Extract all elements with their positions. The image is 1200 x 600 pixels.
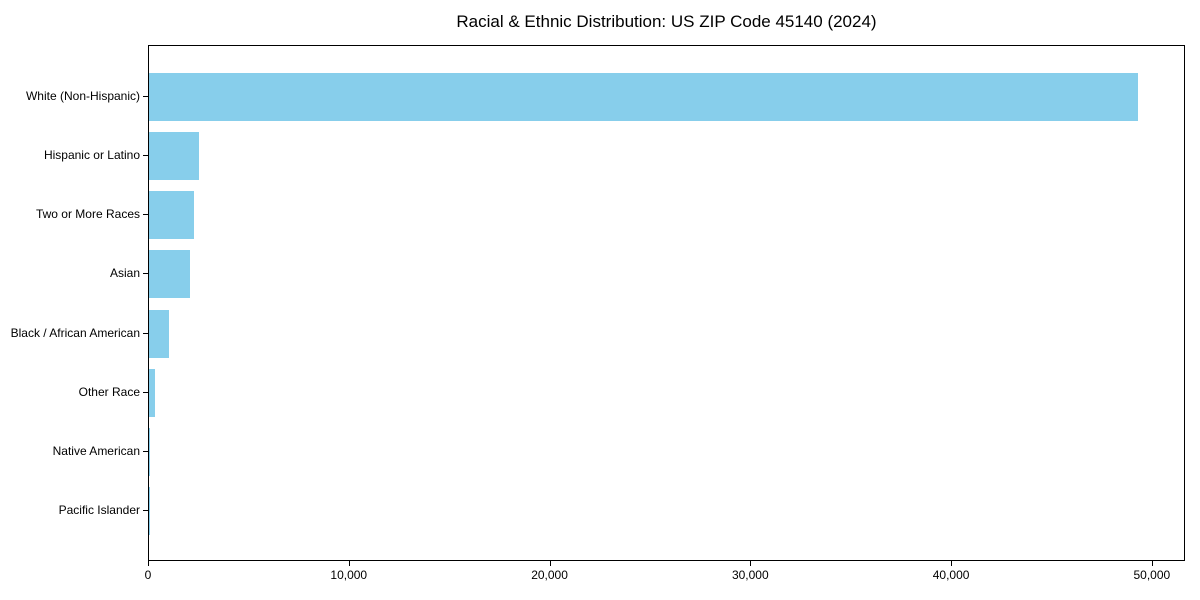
x-tick-mark	[750, 561, 752, 566]
bar	[149, 309, 169, 358]
y-tick-mark	[143, 154, 148, 156]
y-tick-mark	[143, 510, 148, 512]
x-tick-label: 20,000	[531, 568, 568, 582]
x-tick-label: 0	[144, 568, 152, 582]
x-tick-mark	[1151, 561, 1153, 566]
bar	[149, 191, 194, 240]
bar	[149, 250, 191, 299]
x-tick-mark	[549, 561, 551, 566]
y-tick-label: Pacific Islander	[58, 503, 140, 518]
y-tick-label: Black / African American	[10, 325, 140, 340]
y-tick-mark	[143, 214, 148, 216]
y-tick-mark	[143, 273, 148, 275]
bar	[149, 131, 199, 180]
plot-area	[148, 45, 1185, 561]
x-tick-mark	[348, 561, 350, 566]
y-tick-label: Two or More Races	[35, 207, 140, 222]
bar	[149, 72, 1138, 121]
y-tick-label: Asian	[109, 266, 140, 281]
y-tick-label: Hispanic or Latino	[43, 147, 140, 162]
y-tick-mark	[143, 451, 148, 453]
x-tick-mark	[951, 561, 953, 566]
bar	[149, 368, 156, 417]
y-tick-label: Native American	[52, 444, 140, 459]
x-tick-label: 40,000	[932, 568, 970, 582]
y-tick-label: White (Non-Hispanic)	[25, 88, 140, 103]
chart-title: Racial & Ethnic Distribution: US ZIP Cod…	[456, 12, 877, 31]
y-tick-mark	[143, 95, 148, 97]
x-tick-mark	[148, 561, 149, 566]
y-tick-mark	[143, 391, 148, 393]
x-tick-label: 10,000	[330, 568, 368, 582]
x-tick-label: 30,000	[731, 568, 769, 582]
bar	[149, 428, 150, 477]
x-tick-label: 50,000	[1133, 568, 1171, 582]
y-tick-label: Other Race	[78, 384, 140, 399]
y-tick-mark	[143, 332, 148, 334]
